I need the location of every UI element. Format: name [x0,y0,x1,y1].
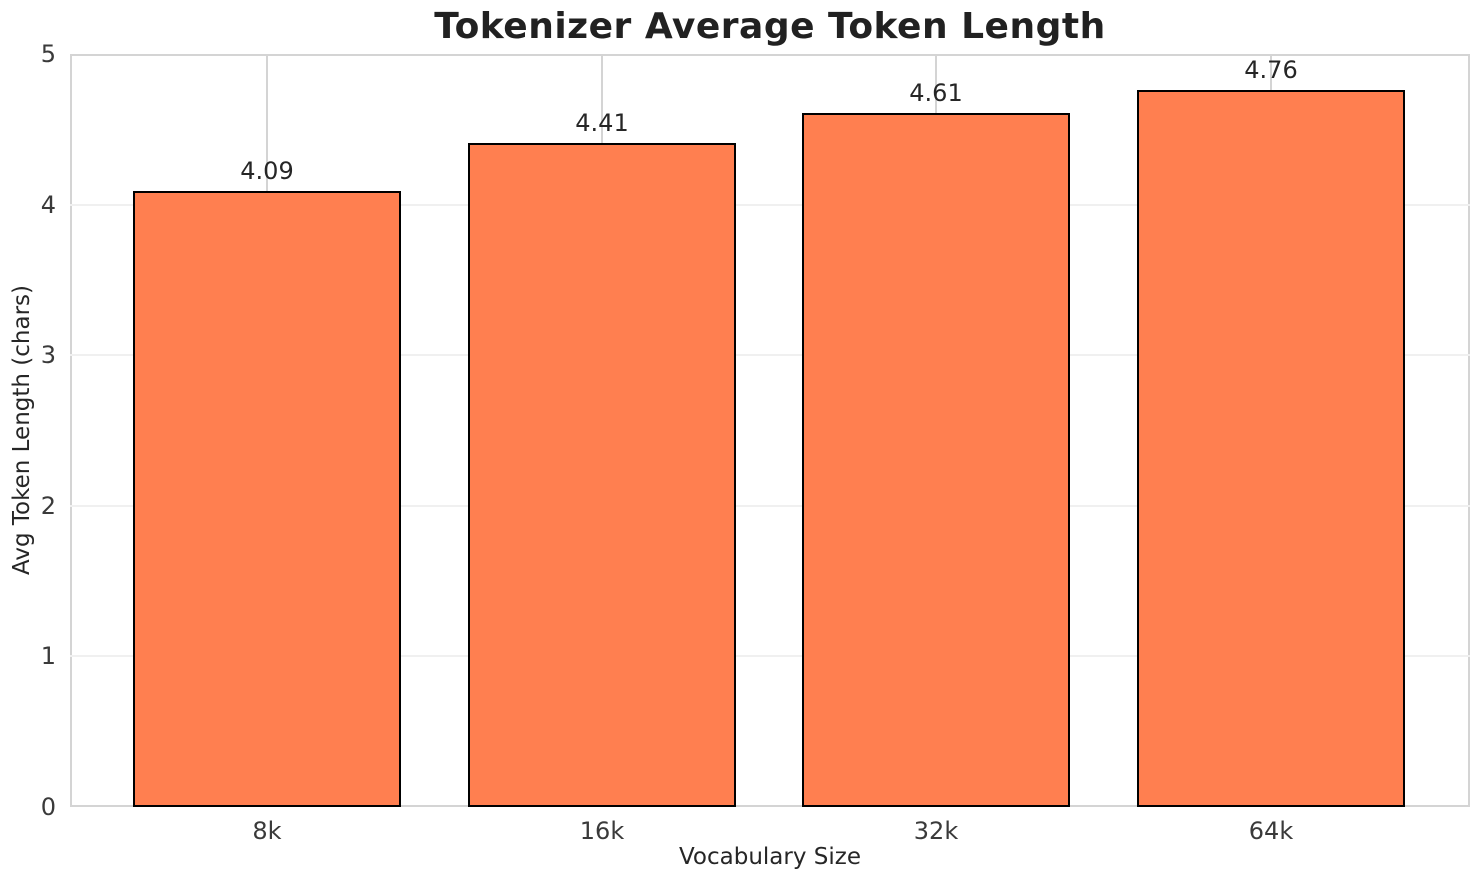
bar [1137,90,1405,807]
y-gridline [70,655,1470,657]
y-tick-label: 4 [40,191,56,219]
bar [133,191,401,807]
chart-title: Tokenizer Average Token Length [434,6,1106,47]
y-tick-label: 1 [40,642,56,670]
y-tick-label: 2 [40,492,56,520]
bar-value-label: 4.61 [909,79,963,107]
y-gridline [70,354,1470,356]
bar [802,113,1070,807]
x-tick-label: 8k [252,817,282,845]
bar-value-label: 4.09 [240,157,294,185]
y-axis-label: Avg Token Length (chars) [9,284,35,576]
y-tick-label: 0 [40,793,56,821]
x-tick-label: 32k [913,817,959,845]
x-axis-label: Vocabulary Size [678,844,861,870]
x-tick-label: 16k [579,817,625,845]
y-tick-label: 5 [40,40,56,68]
bar [468,143,736,807]
y-gridline [70,505,1470,507]
y-gridline [70,204,1470,206]
bar-value-label: 4.76 [1244,56,1298,84]
bar-value-label: 4.41 [575,109,629,137]
y-tick-label: 3 [40,341,56,369]
x-tick-label: 64k [1248,817,1294,845]
